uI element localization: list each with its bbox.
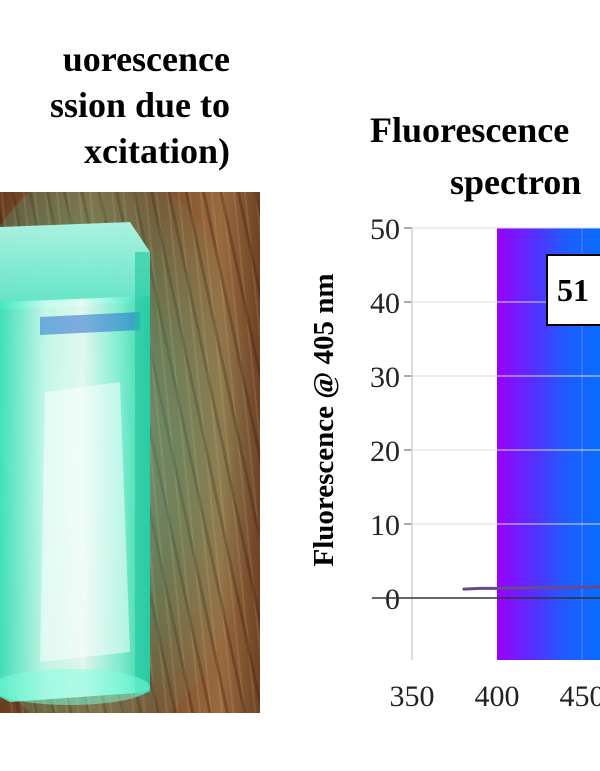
data-point bbox=[462, 588, 464, 590]
x-tick-label: 400 bbox=[475, 680, 520, 713]
series-layer bbox=[462, 585, 600, 591]
y-tick-label: 20 bbox=[370, 435, 400, 468]
photo-title-line-3: xcitation) bbox=[84, 131, 230, 171]
data-point bbox=[598, 586, 600, 588]
x-tick-label: 450 bbox=[560, 680, 600, 713]
data-point bbox=[479, 587, 481, 590]
chart-title: Fluorescence spectron bbox=[370, 104, 581, 208]
chart-title-line-1: Fluorescence bbox=[370, 110, 570, 150]
cuvette-photo bbox=[0, 192, 260, 713]
photo-title-line-2: ssion due to bbox=[49, 85, 230, 125]
y-tick-label: 10 bbox=[370, 509, 400, 542]
axis-layer: 50 40 30 20 10 0 350 400 450 bbox=[370, 213, 600, 713]
x-tick-label: 350 bbox=[390, 680, 435, 713]
y-tick-label: 30 bbox=[370, 361, 400, 394]
glowing-cuvette-illustration bbox=[0, 192, 260, 713]
y-tick-label: 40 bbox=[370, 287, 400, 320]
label-layer: Fluorescence @ 405 nm 51 bbox=[308, 254, 600, 567]
data-point bbox=[564, 586, 566, 589]
annotation-text: 51 bbox=[557, 272, 589, 308]
y-tick-label: 0 bbox=[385, 583, 400, 616]
data-point bbox=[530, 586, 532, 589]
photo-title-line-1: uorescence bbox=[62, 39, 230, 79]
chart-title-line-2: spectron bbox=[450, 162, 582, 202]
annotation-box bbox=[546, 254, 600, 326]
data-point bbox=[496, 587, 498, 590]
y-tick-label: 50 bbox=[370, 213, 400, 246]
photo-title: uorescence ssion due to xcitation) bbox=[0, 36, 230, 174]
y-axis-label: Fluorescence @ 405 nm bbox=[308, 273, 340, 566]
